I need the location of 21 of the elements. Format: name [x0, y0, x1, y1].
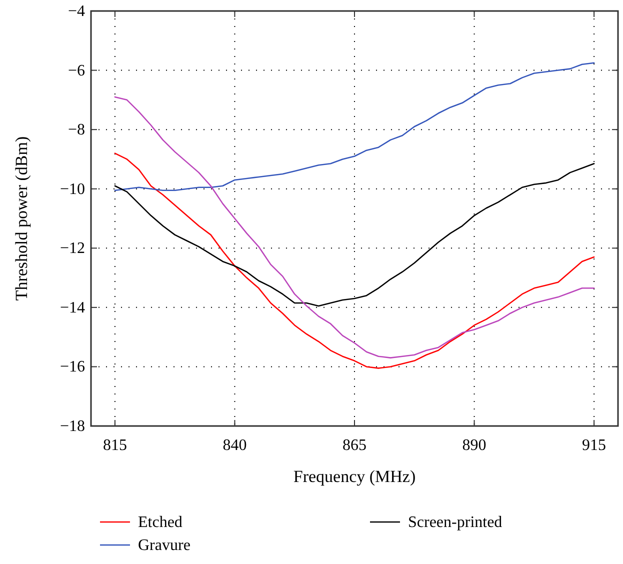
x-tick-label: 840 — [222, 437, 247, 454]
line-series — [114, 152, 595, 369]
y-tick-label: −12 — [60, 240, 85, 258]
legend-label: Gravure — [138, 537, 190, 554]
legend-label: Etched — [138, 514, 182, 531]
x-tick-label: 815 — [102, 437, 127, 454]
y-tick-label: −16 — [60, 358, 85, 376]
y-tick-label: −8 — [68, 122, 85, 139]
y-tick-label: −14 — [60, 299, 85, 316]
x-axis-title: Frequency (MHz) — [293, 467, 416, 486]
line-series — [114, 62, 595, 191]
y-axis-title: Threshold power (dBm) — [12, 136, 31, 301]
y-tick-label: −6 — [68, 62, 85, 80]
x-tick-label: 865 — [342, 437, 366, 454]
line-series — [114, 96, 595, 358]
x-tick-label: 890 — [462, 437, 486, 454]
y-tick-label: −10 — [60, 180, 85, 198]
x-tick-label: 915 — [582, 437, 606, 454]
legend-label: Screen-printed — [408, 514, 502, 531]
y-tick-label: −18 — [60, 418, 85, 435]
y-tick-label: −4 — [68, 3, 85, 20]
